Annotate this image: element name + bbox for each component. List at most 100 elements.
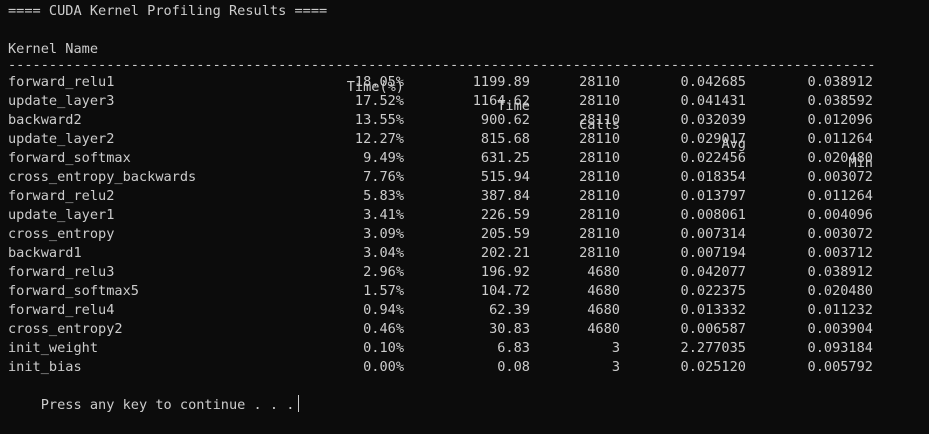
header-kernel-name: Kernel Name: [8, 41, 99, 57]
blank-line: [8, 19, 929, 38]
time-percent-cell: 0.94%: [363, 302, 404, 318]
kernel-name-cell: cross_entropy2: [8, 321, 123, 337]
min-cell: 0.003712: [807, 245, 873, 261]
calls-cell: 4680: [587, 321, 620, 337]
time-cell: 202.21: [480, 245, 530, 261]
min-cell: 0.020480: [807, 150, 873, 166]
kernel-name-cell: forward_softmax: [8, 150, 131, 166]
avg-cell: 0.042685: [680, 74, 746, 90]
header-time: Time: [497, 98, 530, 114]
time-percent-cell: 9.49%: [363, 150, 404, 166]
text-cursor: [298, 395, 300, 412]
time-cell: 104.72: [480, 283, 530, 299]
table-row: backward2 13.55% 900.62 28110 0.032039 0.0120…: [8, 111, 929, 130]
time-percent-cell: 1.57%: [363, 283, 404, 299]
table-row: forward_softmax5 1.57% 104.72 4680 0.022375 0…: [8, 282, 929, 301]
table-row: cross_entropy 3.09% 205.59 28110 0.007314 0.0…: [8, 225, 929, 244]
continue-prompt: Press any key to continue . . .: [8, 376, 929, 413]
time-cell: 815.68: [480, 131, 530, 147]
avg-cell: 0.007314: [680, 226, 746, 242]
kernel-name-cell: backward2: [8, 112, 82, 128]
calls-cell: 3: [611, 340, 620, 356]
avg-cell: 0.022375: [680, 283, 746, 299]
console-output[interactable]: ==== CUDA Kernel Profiling Results ==== …: [8, 0, 929, 413]
calls-cell: 28110: [579, 188, 620, 204]
calls-cell: 28110: [579, 74, 620, 90]
kernel-name-cell: cross_entropy_backwards: [8, 169, 197, 185]
kernel-name-cell: cross_entropy: [8, 226, 115, 242]
kernel-name-cell: backward1: [8, 245, 82, 261]
min-cell: 0.003072: [807, 169, 873, 185]
time-percent-cell: 13.55%: [354, 112, 404, 128]
calls-cell: 28110: [579, 207, 620, 223]
avg-cell: 0.041431: [680, 93, 746, 109]
avg-cell: 0.018354: [680, 169, 746, 185]
table-row: cross_entropy_backwards 7.76% 515.94 28110 0…: [8, 168, 929, 187]
time-cell: 196.92: [480, 264, 530, 280]
table-row: forward_relu4 0.94% 62.39 4680 0.013332 0.011…: [8, 301, 929, 320]
kernel-name-cell: forward_relu3: [8, 264, 115, 280]
time-cell: 62.39: [489, 302, 530, 318]
time-percent-cell: 7.76%: [363, 169, 404, 185]
min-cell: 0.003072: [807, 226, 873, 242]
time-cell: 6.83: [497, 340, 530, 356]
kernel-name-cell: forward_relu1: [8, 74, 115, 90]
time-percent-cell: 0.10%: [363, 340, 404, 356]
calls-cell: 28110: [579, 112, 620, 128]
header-separator: ----------------------------------------…: [8, 57, 874, 73]
calls-cell: 28110: [579, 93, 620, 109]
header-time-percent: Time(%): [346, 79, 404, 95]
time-cell: 0.08: [497, 359, 530, 375]
avg-cell: 0.013332: [680, 302, 746, 318]
avg-cell: 0.008061: [680, 207, 746, 223]
kernel-name-cell: init_bias: [8, 359, 82, 375]
min-cell: 0.038592: [807, 93, 873, 109]
kernel-name-cell: forward_relu4: [8, 302, 115, 318]
table-row: update_layer3 17.52% 1164.62 28110 0.041431 0…: [8, 92, 929, 111]
min-cell: 0.011232: [807, 302, 873, 318]
time-percent-cell: 0.46%: [363, 321, 404, 337]
avg-cell: 0.042077: [680, 264, 746, 280]
time-percent-cell: 0.00%: [363, 359, 404, 375]
min-cell: 0.038912: [807, 74, 873, 90]
min-cell: 0.011264: [807, 131, 873, 147]
avg-cell: 2.277035: [680, 340, 746, 356]
min-cell: 0.020480: [807, 283, 873, 299]
report-title: ==== CUDA Kernel Profiling Results ====: [8, 3, 328, 19]
avg-cell: 0.013797: [680, 188, 746, 204]
table-row: cross_entropy2 0.46% 30.83 4680 0.006587 0.00…: [8, 320, 929, 339]
time-percent-cell: 5.83%: [363, 188, 404, 204]
time-cell: 1164.62: [472, 93, 530, 109]
time-cell: 631.25: [480, 150, 530, 166]
time-cell: 205.59: [480, 226, 530, 242]
time-cell: 226.59: [480, 207, 530, 223]
time-percent-cell: 3.09%: [363, 226, 404, 242]
avg-cell: 0.032039: [680, 112, 746, 128]
min-cell: 0.093184: [807, 340, 873, 356]
min-cell: 0.003904: [807, 321, 873, 337]
header-min: Min: [848, 155, 873, 171]
time-percent-cell: 3.41%: [363, 207, 404, 223]
calls-cell: 4680: [587, 302, 620, 318]
header-avg: Avg: [721, 136, 746, 152]
time-cell: 515.94: [480, 169, 530, 185]
avg-cell: 0.022456: [680, 150, 746, 166]
header-calls: Calls: [579, 117, 620, 133]
prompt-text: Press any key to continue . . .: [40, 397, 295, 413]
min-cell: 0.011264: [807, 188, 873, 204]
time-cell: 900.62: [480, 112, 530, 128]
results-table: forward_relu1 18.05% 1199.89 28110 0.042685 0…: [8, 73, 929, 377]
kernel-name-cell: forward_softmax5: [8, 283, 139, 299]
time-cell: 1199.89: [472, 74, 530, 90]
kernel-name-cell: init_weight: [8, 340, 99, 356]
table-row: update_layer1 3.41% 226.59 28110 0.008061 0.0…: [8, 206, 929, 225]
table-row: forward_relu3 2.96% 196.92 4680 0.042077 0.03…: [8, 263, 929, 282]
avg-cell: 0.006587: [680, 321, 746, 337]
time-percent-cell: 17.52%: [354, 93, 404, 109]
calls-cell: 28110: [579, 245, 620, 261]
time-cell: 387.84: [480, 188, 530, 204]
table-header: Kernel Name Time(%) Time Calls Avg Min: [8, 40, 929, 171]
calls-cell: 28110: [579, 226, 620, 242]
avg-cell: 0.029017: [680, 131, 746, 147]
avg-cell: 0.025120: [680, 359, 746, 375]
